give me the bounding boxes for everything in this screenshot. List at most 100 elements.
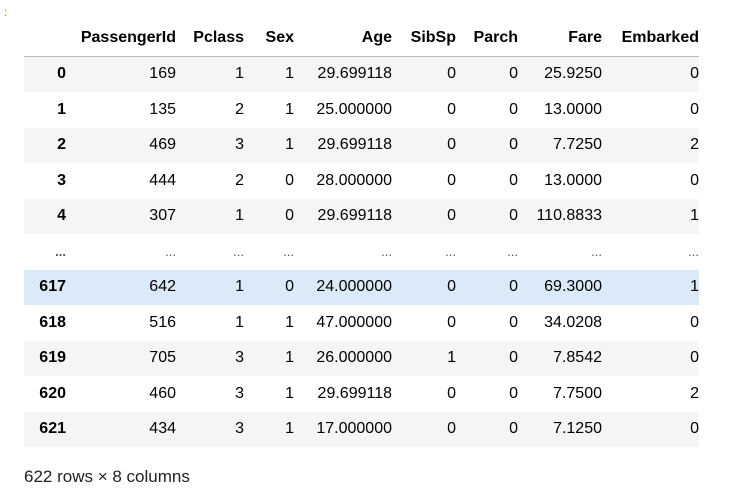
table-cell: 307	[149, 207, 176, 225]
row-index: 3	[57, 171, 66, 189]
table-row: 621 434 3 1 17.000000 0 0 7.1250 0	[24, 411, 699, 447]
table-cell: 110.8833	[536, 207, 602, 225]
table-cell: 17.000000	[316, 420, 392, 438]
table-cell: ...	[283, 244, 294, 260]
table-cell: 1	[690, 278, 699, 296]
table-cell: 0	[690, 171, 699, 189]
table-cell: ...	[507, 244, 518, 260]
table-cell: 0	[509, 384, 518, 402]
index-header	[24, 18, 66, 57]
table-cell: 1	[235, 313, 244, 331]
table-cell: 0	[447, 136, 456, 154]
table-cell: 3	[235, 420, 244, 438]
table-cell: 0	[509, 136, 518, 154]
table-cell: 3	[235, 349, 244, 367]
table-cell: 7.8542	[553, 349, 602, 367]
ellipsis-row: ...........................	[24, 234, 699, 270]
table-cell: 25.000000	[316, 100, 392, 118]
table-cell: 0	[509, 100, 518, 118]
table-row: 1 135 2 1 25.000000 0 0 13.0000 0	[24, 92, 699, 128]
table-cell: 1	[447, 349, 456, 367]
row-index: 1	[57, 100, 66, 118]
table-cell: 460	[149, 384, 176, 402]
row-index: 4	[57, 207, 66, 225]
table-cell: 1	[285, 136, 294, 154]
table-cell: 0	[285, 278, 294, 296]
table-row: 0 169 1 1 29.699118 0 0 25.9250 0	[24, 56, 699, 92]
table-cell: ...	[233, 244, 244, 260]
table-cell: 2	[690, 384, 699, 402]
table-cell: 1	[235, 65, 244, 83]
column-header: Age	[294, 18, 392, 57]
table-cell: 1	[285, 313, 294, 331]
table-cell: 29.699118	[317, 207, 392, 225]
table-cell: 69.3000	[544, 278, 602, 296]
table-cell: 0	[509, 313, 518, 331]
table-cell: 13.0000	[544, 171, 602, 189]
table-cell: 434	[149, 420, 176, 438]
table-cell: 47.000000	[316, 313, 392, 331]
row-index: 0	[57, 65, 66, 83]
table-cell: ...	[688, 244, 699, 260]
column-header: Parch	[456, 18, 518, 57]
table-cell: 2	[690, 136, 699, 154]
row-index: 619	[39, 349, 66, 367]
table-cell: 7.7250	[553, 136, 602, 154]
column-header: Sex	[244, 18, 294, 57]
table-cell: 0	[447, 313, 456, 331]
table-cell: 34.0208	[544, 313, 602, 331]
table-cell: 1	[235, 278, 244, 296]
table-header: PassengerId Pclass Sex Age SibSp Parch Fare Emb…	[24, 18, 699, 57]
table-cell: 0	[509, 171, 518, 189]
table-row: 620 460 3 1 29.699118 0 0 7.7500 2	[24, 376, 699, 412]
table-cell: 0	[690, 420, 699, 438]
table-cell: 2	[235, 100, 244, 118]
table-cell: 1	[690, 207, 699, 225]
table-cell: 0	[690, 100, 699, 118]
table-cell: 0	[509, 278, 518, 296]
table-cell: 25.9250	[544, 65, 602, 83]
table-cell: 1	[285, 384, 294, 402]
header-row: PassengerId Pclass Sex Age SibSp Parch Fare Emb…	[24, 18, 699, 57]
table-cell: 0	[690, 313, 699, 331]
row-index: 620	[39, 384, 66, 402]
cell-prompt-marker: :	[4, 5, 8, 19]
table-cell: 28.000000	[316, 171, 392, 189]
table-cell: 444	[149, 171, 176, 189]
table-row: 2 469 3 1 29.699118 0 0 7.7250 2	[24, 127, 699, 163]
table-cell: 3	[235, 136, 244, 154]
table-cell: 7.7500	[553, 384, 602, 402]
table-cell: ...	[445, 244, 456, 260]
table-cell: 29.699118	[317, 136, 392, 154]
column-header: SibSp	[392, 18, 456, 57]
table-cell: 0	[447, 207, 456, 225]
column-header: Pclass	[176, 18, 244, 57]
table-cell: ...	[591, 244, 602, 260]
table-cell: 135	[149, 100, 176, 118]
table-cell: 1	[285, 420, 294, 438]
column-header: Embarked	[602, 18, 699, 57]
table-cell: 705	[149, 349, 176, 367]
column-header: Fare	[518, 18, 602, 57]
column-header: PassengerId	[66, 18, 176, 57]
table-cell: 1	[285, 65, 294, 83]
table-cell: 13.0000	[544, 100, 602, 118]
table-cell: 169	[149, 65, 176, 83]
table-cell: 0	[509, 420, 518, 438]
table-cell: 1	[285, 100, 294, 118]
dataframe-table: PassengerId Pclass Sex Age SibSp Parch Fare Emb…	[24, 18, 699, 447]
table-cell: 0	[690, 65, 699, 83]
row-index: 2	[57, 136, 66, 154]
table-cell: 0	[447, 384, 456, 402]
table-cell: 0	[447, 171, 456, 189]
table-cell: 26.000000	[316, 349, 392, 367]
table-cell: 516	[149, 313, 176, 331]
table-body: 0 169 1 1 29.699118 0 0 25.9250 0 1 135 2 1 25.000000…	[24, 56, 699, 447]
table-cell: 0	[690, 349, 699, 367]
table-cell: 0	[509, 349, 518, 367]
table-row: 617 642 1 0 24.000000 0 0 69.3000 1	[24, 269, 699, 305]
table-cell: 0	[447, 100, 456, 118]
table-shape-summary: 622 rows × 8 columns	[24, 467, 190, 486]
table-cell: ...	[381, 244, 392, 260]
table-row: 4 307 1 0 29.699118 0 0 110.8833 1	[24, 198, 699, 234]
